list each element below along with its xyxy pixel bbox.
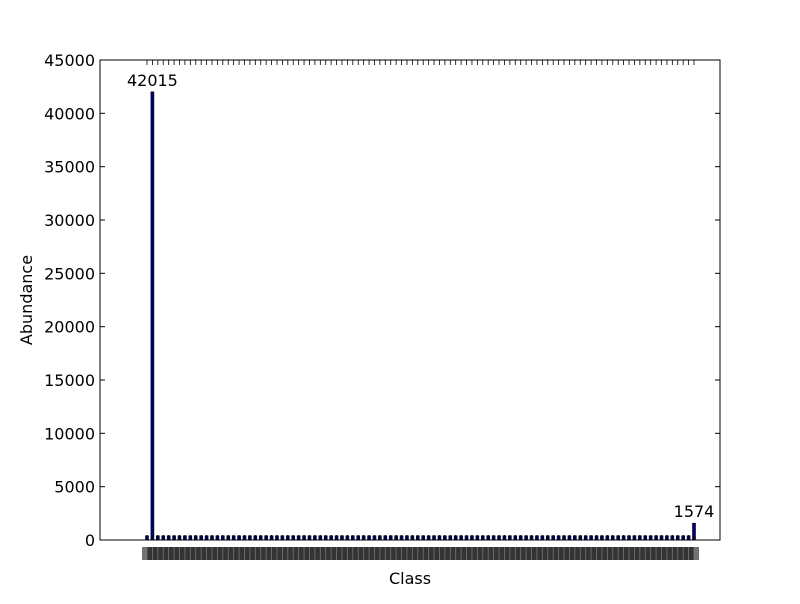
data-labels: 42015 1574 (127, 71, 714, 521)
y-tick-label: 35000 (44, 158, 95, 177)
y-tick-label: 15000 (44, 371, 95, 390)
y-tick-label: 40000 (44, 104, 95, 123)
plot-frame (100, 60, 720, 540)
y-tick-label: 0 (85, 531, 95, 550)
x-tick-label-glyphs (689, 547, 699, 560)
x-axis-title: Class (389, 569, 431, 588)
y-tick-label: 5000 (54, 478, 95, 497)
plot-area (100, 60, 720, 540)
y-tick-label: 30000 (44, 211, 95, 230)
bar-value-label: 42015 (127, 71, 178, 90)
x-axis (142, 60, 699, 560)
y-tick-label: 20000 (44, 318, 95, 337)
y-tick-label: 10000 (44, 424, 95, 443)
bar-value-label: 1574 (674, 502, 715, 521)
y-axis-title: Abundance (17, 255, 36, 345)
y-tick-label: 45000 (44, 51, 95, 70)
y-axis: 0 5000 10000 15000 20000 25000 30000 35000 40000… (44, 51, 720, 550)
y-tick-label: 25000 (44, 264, 95, 283)
bar-highlight (151, 92, 154, 540)
